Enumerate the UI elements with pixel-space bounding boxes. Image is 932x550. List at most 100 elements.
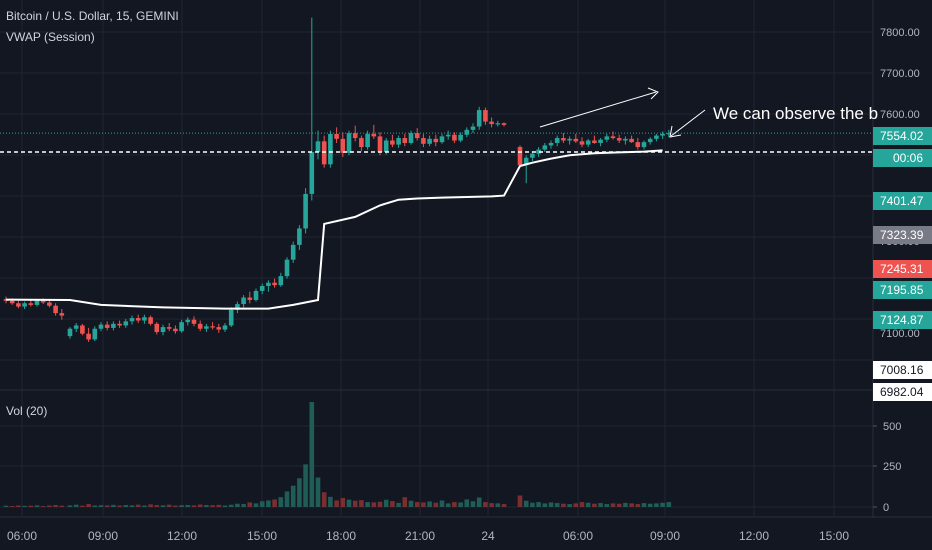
candle: [408, 133, 414, 143]
volume-bar: [396, 502, 401, 507]
price-badge: [873, 127, 932, 145]
candle: [561, 138, 566, 141]
candle: [421, 138, 426, 144]
volume-bar: [610, 503, 616, 507]
volume-bar: [67, 505, 73, 507]
volume-bar: [16, 505, 21, 507]
candle: [629, 138, 634, 143]
volume-bar: [73, 504, 79, 507]
chart-overlays: [0, 87, 873, 153]
price-badge-label: 7554.02: [880, 129, 924, 143]
candle: [259, 285, 265, 291]
price-badge: [873, 311, 932, 329]
candle: [34, 300, 40, 305]
price-badge: [873, 192, 932, 210]
candle: [247, 297, 253, 300]
volume-bar: [476, 497, 482, 507]
volume-bar: [284, 491, 290, 507]
candle: [604, 136, 610, 140]
volume-bar: [86, 504, 91, 507]
candle: [47, 302, 52, 306]
candle: [123, 321, 129, 326]
candle: [321, 141, 327, 165]
candle: [371, 133, 377, 137]
price-badge-label: 7195.85: [880, 283, 924, 297]
volume-bar: [28, 505, 34, 507]
candle: [9, 300, 15, 304]
candle: [154, 323, 160, 333]
volume-bar: [414, 502, 420, 507]
volume-bar: [501, 504, 507, 507]
volume-bar: [598, 503, 603, 507]
price-scale[interactable]: 7800.007700.007600.007300.007100.007554.…: [873, 27, 932, 401]
candle: [592, 140, 597, 143]
volume-bar: [98, 505, 104, 507]
time-tick-label: 15:00: [819, 529, 849, 543]
volume-bar: [247, 502, 253, 507]
volume-bar: [92, 505, 98, 507]
time-scale[interactable]: 06:00 09:00 12:00 15:00 18:00 21:00 24 06:00 09:…: [0, 518, 932, 550]
volume-bar: [197, 504, 203, 507]
time-tick-label: 06:00: [7, 529, 37, 543]
candle: [452, 134, 457, 141]
candle: [40, 300, 46, 303]
volume-bar: [22, 505, 27, 507]
candle: [241, 297, 246, 305]
candle: [216, 327, 222, 330]
volume-bar: [321, 492, 327, 507]
candle: [579, 141, 585, 145]
candle: [210, 326, 215, 328]
volume-bar: [40, 506, 46, 507]
candle: [427, 138, 432, 144]
price-badge-label: 7245.31: [880, 262, 924, 276]
candle: [73, 325, 79, 329]
volume-bar: [315, 477, 321, 507]
candle: [635, 142, 641, 148]
volume-bar: [359, 500, 364, 507]
candle: [346, 133, 352, 153]
volume-bar: [328, 496, 333, 507]
annotation-text[interactable]: We can observe the b: [713, 104, 879, 123]
price-badge: [873, 383, 932, 401]
volume-bar: [390, 501, 395, 507]
candle: [585, 140, 591, 145]
volume-bar: [647, 503, 653, 507]
price-badge-label: 00:06: [893, 151, 923, 165]
candle: [266, 282, 271, 286]
volume-bar: [278, 497, 284, 507]
candle: [185, 319, 191, 323]
price-badge-label: 7008.16: [880, 363, 924, 377]
volume-bar: [210, 505, 215, 507]
candle: [536, 149, 541, 154]
volume-bar: [365, 502, 370, 507]
volume-tick-label: 250: [883, 461, 901, 473]
candle: [365, 133, 370, 148]
volume-bar: [604, 504, 610, 507]
volume-bar: [585, 502, 591, 507]
volume-bar: [204, 505, 209, 507]
volume-bar: [452, 502, 457, 507]
candle: [284, 259, 290, 277]
volume-bar: [222, 505, 228, 507]
price-badge-label: 7124.87: [880, 313, 924, 327]
volume-bar: [53, 505, 58, 507]
vwap-legend[interactable]: VWAP (Session): [6, 30, 95, 44]
price-tick-label: 7800.00: [880, 27, 920, 39]
candle: [16, 303, 21, 307]
volume-scale[interactable]: 500 250 0: [873, 421, 901, 514]
price-badge: [873, 260, 932, 278]
volume-bar: [371, 502, 377, 507]
candle: [309, 152, 315, 194]
candle: [111, 323, 116, 328]
candle: [117, 323, 122, 326]
volume-legend[interactable]: Vol (20): [6, 404, 48, 418]
candle: [86, 333, 91, 340]
volume-bar: [272, 499, 277, 507]
symbol-legend[interactable]: Bitcoin / U.S. Dollar, 15, GEMINI: [6, 9, 179, 23]
volume-bar: [439, 500, 445, 507]
candle: [67, 328, 73, 337]
volume-bar: [641, 503, 647, 507]
